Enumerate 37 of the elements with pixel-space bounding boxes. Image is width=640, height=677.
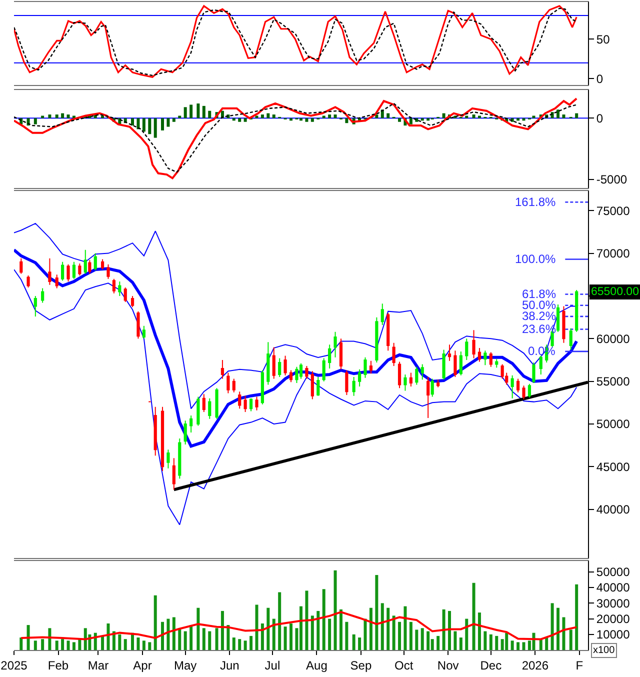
- y-tick-label: 70000: [596, 246, 630, 260]
- series-label: 38.2%: [522, 309, 556, 323]
- y-tick-label: 10000: [596, 628, 630, 642]
- x-tick-label: Nov: [437, 658, 459, 672]
- x-tick-label: F: [576, 658, 584, 672]
- series-label: 100.0%: [515, 252, 556, 266]
- y-tick-label: 0: [596, 72, 604, 86]
- y-tick-label: 45000: [596, 460, 630, 474]
- x-tick-label: Jun: [220, 658, 240, 672]
- x-tick-label: Dec: [480, 658, 502, 672]
- annotation: 65500.00: [591, 286, 639, 298]
- y-tick-label: 50000: [596, 565, 630, 580]
- x-tick-label: 2026: [522, 658, 549, 672]
- y-tick-label: 60000: [596, 332, 630, 346]
- y-tick-label: 55000: [596, 374, 630, 389]
- y-tick-label: 40000: [596, 502, 630, 517]
- x-tick-label: Aug: [306, 658, 328, 672]
- x-tick-label: Jul: [264, 658, 280, 672]
- y-tick-label: 75000: [596, 204, 630, 218]
- x-tick-label: Apr: [133, 658, 152, 672]
- series-label: 61.8%: [522, 287, 556, 301]
- y-tick-label: 50000: [596, 417, 630, 432]
- x-tick-label: Feb: [48, 658, 69, 672]
- text: x100: [593, 645, 616, 656]
- x-tick-label: May: [174, 658, 197, 672]
- y-tick-label: 0: [596, 111, 604, 126]
- series-label: 50.0%: [522, 298, 556, 312]
- y-tick-label: 30000: [596, 596, 630, 610]
- y-tick-label: 20000: [596, 612, 630, 626]
- x-tick-label: Mar: [88, 658, 109, 672]
- series-label: 161.8%: [515, 195, 556, 209]
- x-tick-label: 2025: [0, 658, 28, 672]
- x-tick-label: Sep: [350, 658, 372, 672]
- y-tick-label: 40000: [596, 580, 630, 595]
- y-tick-label: -5000: [596, 172, 628, 187]
- y-tick-label: 50: [596, 32, 610, 46]
- x-tick-label: Oct: [394, 658, 414, 672]
